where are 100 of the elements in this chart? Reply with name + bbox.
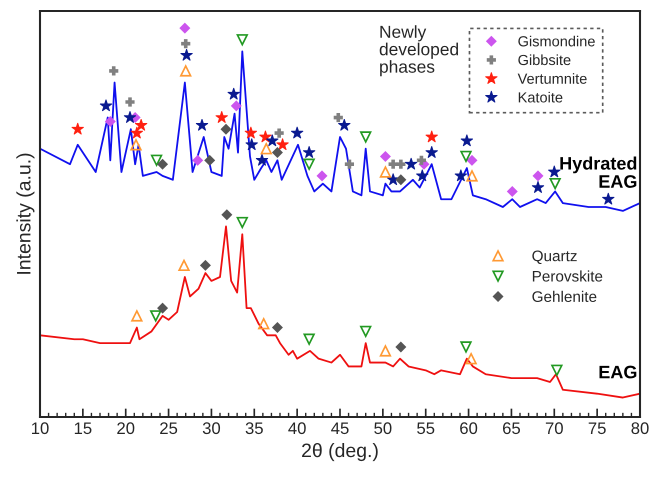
- point: [454, 169, 468, 182]
- point: [396, 160, 406, 169]
- point: [157, 158, 168, 170]
- point: [460, 150, 472, 162]
- point: [192, 155, 204, 166]
- point: [276, 138, 289, 150]
- point: [416, 156, 426, 165]
- x-tick-label: 10: [32, 422, 49, 434]
- x-tick-label: 15: [74, 422, 92, 434]
- point: [380, 151, 391, 162]
- point: [466, 155, 478, 166]
- x-tick-label: 60: [460, 422, 478, 434]
- point: [506, 186, 518, 197]
- point: [388, 160, 398, 169]
- point: [338, 118, 351, 131]
- point: [236, 34, 248, 46]
- point: [465, 352, 477, 364]
- x-tick-label: 40: [288, 422, 306, 434]
- point: [244, 126, 258, 139]
- point: [181, 39, 190, 48]
- series-label: Hydrated EAG: [560, 156, 636, 188]
- point: [460, 134, 474, 146]
- point: [196, 118, 208, 131]
- point: [245, 138, 258, 150]
- point: [109, 66, 118, 76]
- point: [130, 139, 142, 150]
- point: [227, 88, 240, 100]
- legend-label: Perovskite: [532, 270, 602, 282]
- point: [230, 100, 242, 112]
- point: [215, 110, 228, 124]
- point: [532, 170, 544, 182]
- point: [260, 142, 272, 154]
- series-label: EAG: [600, 366, 636, 378]
- point: [360, 326, 372, 338]
- point: [131, 310, 143, 322]
- point: [259, 130, 272, 142]
- legend-label: Gismondine: [518, 36, 595, 46]
- legend-label: Gehlenite: [532, 290, 596, 302]
- point: [344, 160, 354, 169]
- point: [124, 110, 136, 124]
- point: [125, 97, 135, 107]
- point: [150, 310, 162, 322]
- point: [272, 322, 283, 333]
- point: [460, 341, 472, 353]
- point: [416, 169, 429, 182]
- point: [204, 155, 216, 166]
- point: [334, 112, 343, 122]
- point: [222, 209, 232, 220]
- point: [396, 342, 406, 352]
- point: [425, 146, 438, 158]
- x-tick-label: 80: [631, 422, 649, 434]
- point: [272, 147, 283, 158]
- x-tick-label: 65: [503, 422, 520, 434]
- point: [180, 48, 193, 61]
- point: [302, 146, 316, 158]
- legend-label: Vertumnite: [518, 73, 587, 84]
- x-tick-label: 50: [374, 422, 392, 434]
- x-tick-label: 55: [417, 422, 434, 434]
- point: [71, 122, 84, 135]
- point: [150, 154, 162, 166]
- point: [425, 130, 438, 142]
- point: [548, 165, 561, 178]
- x-tick-label: 75: [588, 422, 606, 434]
- point: [303, 334, 315, 345]
- legend-label: Katoite: [518, 92, 562, 103]
- x-tick-label: 70: [546, 422, 563, 434]
- point: [130, 126, 144, 139]
- x-tick-label: 25: [160, 422, 178, 434]
- x-tick-label: 35: [246, 422, 263, 434]
- point: [236, 216, 248, 228]
- legend-title: Newly developed phases: [380, 25, 458, 76]
- y-axis-title: Intensity (a.u.): [16, 154, 34, 274]
- x-tick-label: 30: [202, 422, 220, 434]
- point: [396, 174, 406, 186]
- point: [266, 134, 279, 146]
- point: [220, 124, 232, 135]
- point: [316, 170, 328, 182]
- point: [466, 170, 478, 182]
- x-axis-title: 2θ (deg.): [302, 442, 378, 462]
- point: [303, 158, 315, 170]
- point: [178, 260, 190, 272]
- x-tick-label: 45: [331, 422, 349, 434]
- point: [180, 22, 190, 34]
- point: [290, 126, 304, 139]
- point: [551, 364, 563, 376]
- point: [104, 116, 116, 127]
- point: [274, 128, 284, 138]
- legend-label: Gibbsite: [518, 54, 570, 66]
- point: [180, 65, 192, 77]
- point: [386, 173, 400, 186]
- point: [404, 158, 418, 170]
- point: [380, 166, 392, 178]
- point: [380, 345, 392, 357]
- point: [258, 318, 270, 330]
- point: [200, 260, 211, 271]
- point: [134, 118, 148, 131]
- point: [602, 192, 615, 205]
- legend-label: Quartz: [532, 250, 577, 264]
- point: [100, 99, 112, 112]
- x-tick-label: 20: [117, 422, 134, 434]
